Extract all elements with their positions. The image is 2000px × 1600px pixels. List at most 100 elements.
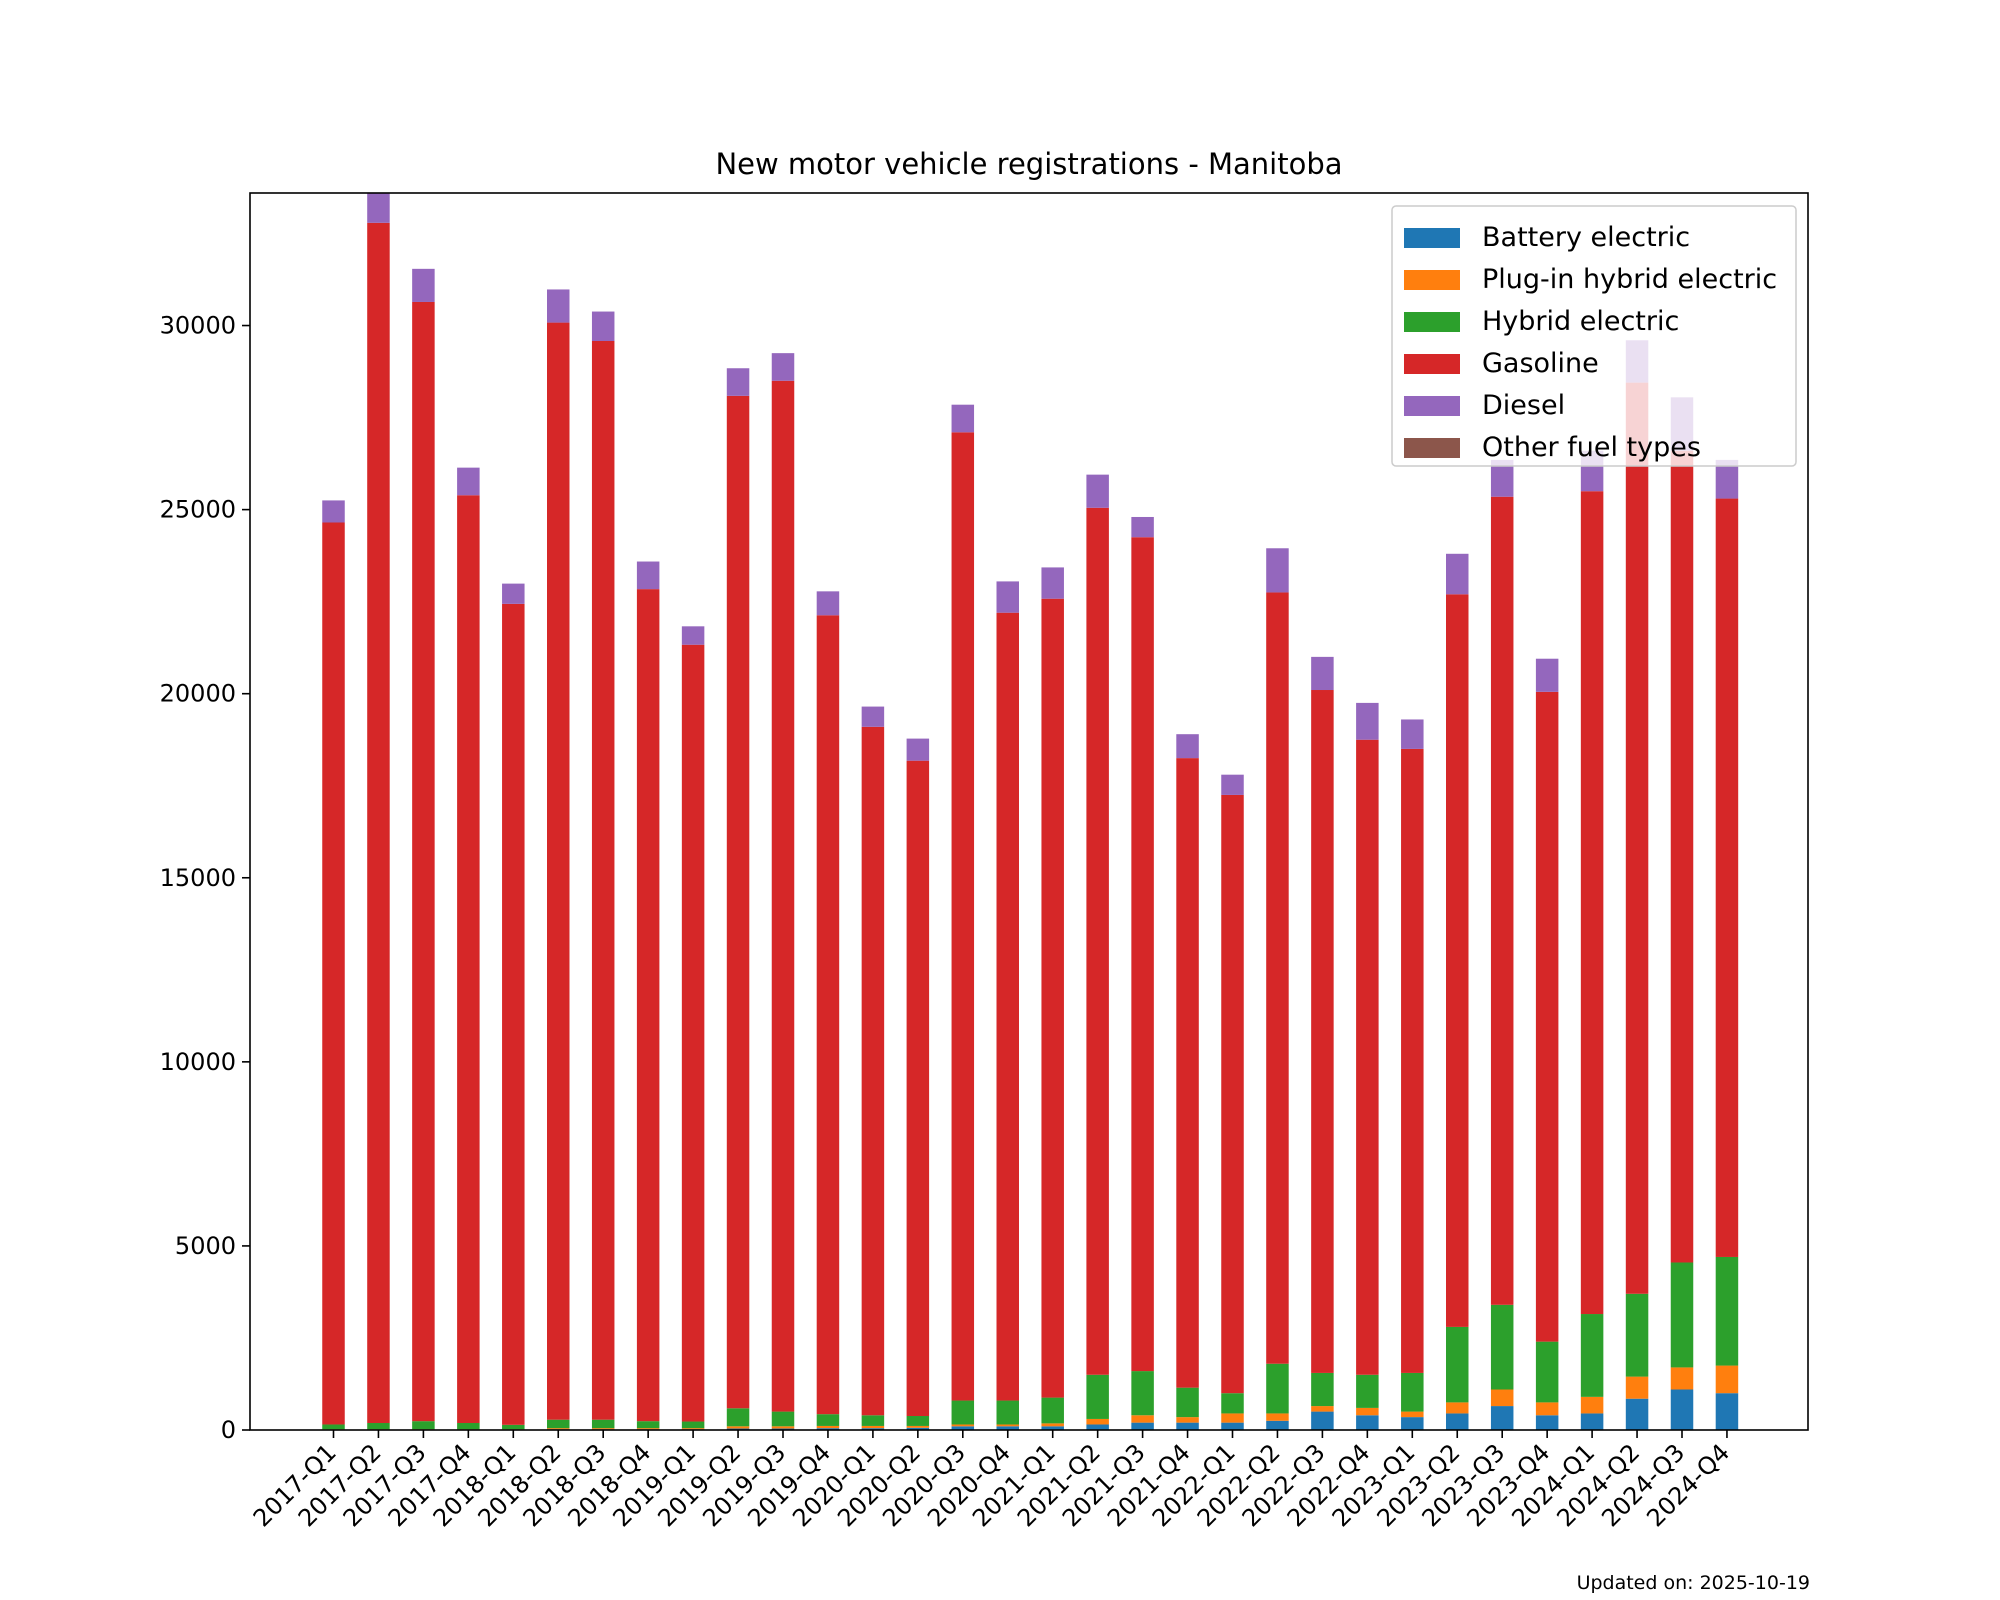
bar-2020-Q2-s2 <box>906 1416 930 1426</box>
bar-2020-Q1-s2 <box>861 1415 885 1426</box>
bar-2021-Q2-s3 <box>1086 507 1109 1375</box>
bar-2024-Q1-s2 <box>1580 1314 1604 1397</box>
bar-2023-Q4-s3 <box>1535 691 1559 1342</box>
bar-2024-Q4-s3 <box>1715 498 1739 1257</box>
legend-swatch <box>1404 270 1460 290</box>
bar-2020-Q4-s3 <box>996 612 1019 1401</box>
bar-2023-Q3-s4 <box>1490 459 1514 497</box>
bar-2019-Q2-s3 <box>726 395 750 1409</box>
bar-2022-Q2-s4 <box>1266 548 1289 593</box>
y-tick-label: 25000 <box>160 496 236 524</box>
bar-2024-Q2-s0 <box>1625 1398 1649 1430</box>
y-tick-label: 30000 <box>160 312 236 340</box>
bar-2021-Q2-s4 <box>1086 474 1109 508</box>
bar-2024-Q1-s3 <box>1580 491 1604 1315</box>
bar-2024-Q4-s1 <box>1715 1365 1739 1394</box>
bar-2023-Q4-s0 <box>1535 1415 1559 1430</box>
bar-2023-Q3-s2 <box>1490 1304 1514 1390</box>
bar-2020-Q4-s4 <box>996 581 1019 613</box>
bar-2023-Q1-s4 <box>1401 719 1424 749</box>
bar-2017-Q3-s3 <box>412 301 435 1422</box>
bar-2024-Q2-s3 <box>1625 382 1649 1294</box>
y-tick-label: 15000 <box>160 864 236 892</box>
bar-2021-Q3-s3 <box>1131 537 1154 1372</box>
bar-2024-Q3-s0 <box>1670 1389 1694 1430</box>
legend-swatch <box>1404 354 1460 374</box>
bar-2022-Q3-s4 <box>1311 656 1334 691</box>
bar-2019-Q3-s4 <box>771 353 795 381</box>
bar-2023-Q4-s2 <box>1535 1341 1559 1403</box>
bar-2017-Q1-s2 <box>322 1424 345 1430</box>
legend-label: Hybrid electric <box>1482 306 1679 337</box>
bar-2018-Q3-s1 <box>591 1428 615 1430</box>
bar-2023-Q1-s0 <box>1401 1417 1424 1430</box>
bar-2020-Q3-s4 <box>951 404 975 433</box>
bar-2017-Q2-s4 <box>367 193 390 223</box>
bar-2023-Q2-s2 <box>1446 1326 1469 1403</box>
bar-2021-Q2-s2 <box>1086 1374 1109 1419</box>
bar-2021-Q1-s2 <box>1041 1397 1064 1424</box>
legend-swatch <box>1404 228 1460 248</box>
bar-2019-Q2-s2 <box>726 1408 750 1427</box>
bar-2023-Q4-s1 <box>1535 1402 1559 1416</box>
bar-2023-Q3-s3 <box>1490 496 1514 1305</box>
bar-2018-Q4-s1 <box>636 1428 660 1430</box>
bar-2022-Q1-s0 <box>1221 1422 1244 1430</box>
bar-2019-Q4-s3 <box>816 615 840 1415</box>
chart-title: New motor vehicle registrations - Manito… <box>715 147 1342 181</box>
bar-2020-Q4-s1 <box>996 1424 1019 1427</box>
legend-swatch <box>1404 312 1460 332</box>
bar-2024-Q2-s2 <box>1625 1293 1649 1377</box>
legend-label: Plug-in hybrid electric <box>1482 264 1777 295</box>
bar-2021-Q4-s0 <box>1176 1422 1199 1430</box>
bar-2021-Q4-s3 <box>1176 758 1199 1388</box>
bar-2019-Q2-s4 <box>726 368 750 396</box>
legend: Battery electric Plug-in hybrid electric H… <box>1391 205 1797 467</box>
bar-2022-Q2-s2 <box>1266 1363 1289 1414</box>
bar-2017-Q3-s2 <box>412 1421 435 1430</box>
bar-2023-Q2-s3 <box>1446 594 1469 1327</box>
plot-frame <box>249 192 1809 1431</box>
bar-2019-Q1-s3 <box>681 644 705 1422</box>
bar-2017-Q1-s4 <box>322 500 345 523</box>
bar-2019-Q3-s2 <box>771 1411 795 1427</box>
bar-2021-Q3-s0 <box>1131 1422 1154 1430</box>
bar-2023-Q1-s3 <box>1401 748 1424 1373</box>
bar-2022-Q4-s0 <box>1356 1415 1379 1430</box>
bar-2017-Q4-s3 <box>457 495 480 1424</box>
legend-label: Diesel <box>1482 390 1565 421</box>
bar-2018-Q3-s2 <box>591 1419 615 1429</box>
legend-label: Battery electric <box>1482 222 1690 253</box>
bar-2019-Q4-s2 <box>816 1414 840 1426</box>
bar-2020-Q2-s4 <box>906 738 930 761</box>
bar-2020-Q3-s1 <box>951 1424 975 1427</box>
bar-2019-Q2-s1 <box>726 1426 750 1429</box>
bar-2021-Q2-s0 <box>1086 1424 1109 1430</box>
bar-2017-Q4-s4 <box>457 467 480 496</box>
bar-2019-Q4-s0 <box>816 1428 840 1430</box>
bar-2024-Q4-s0 <box>1715 1393 1739 1430</box>
bar-2020-Q1-s3 <box>861 726 885 1416</box>
bar-2018-Q2-s4 <box>547 289 570 323</box>
bar-2022-Q2-s1 <box>1266 1413 1289 1421</box>
bar-2019-Q3-s3 <box>771 380 795 1412</box>
legend-swatch <box>1404 438 1460 458</box>
y-tick-label: 5000 <box>175 1232 236 1260</box>
bar-2022-Q2-s0 <box>1266 1420 1289 1430</box>
bar-2020-Q2-s1 <box>906 1425 930 1428</box>
bar-2020-Q4-s0 <box>996 1426 1019 1430</box>
bar-2021-Q1-s3 <box>1041 598 1064 1398</box>
bar-2024-Q3-s2 <box>1670 1262 1694 1368</box>
updated-note: Updated on: 2025-10-19 <box>1576 1572 1810 1594</box>
bar-2021-Q1-s4 <box>1041 567 1064 599</box>
bar-2018-Q3-s3 <box>591 340 615 1420</box>
legend-label: Gasoline <box>1482 348 1599 379</box>
bar-2022-Q1-s3 <box>1221 794 1244 1394</box>
y-tick-label: 0 <box>221 1416 236 1444</box>
bar-2019-Q4-s4 <box>816 591 840 616</box>
bar-2024-Q4-s4 <box>1715 459 1739 499</box>
bar-2019-Q1-s1 <box>681 1428 705 1430</box>
bar-2018-Q4-s2 <box>636 1421 660 1429</box>
bar-2024-Q4-s2 <box>1715 1256 1739 1366</box>
bar-2020-Q4-s2 <box>996 1400 1019 1425</box>
